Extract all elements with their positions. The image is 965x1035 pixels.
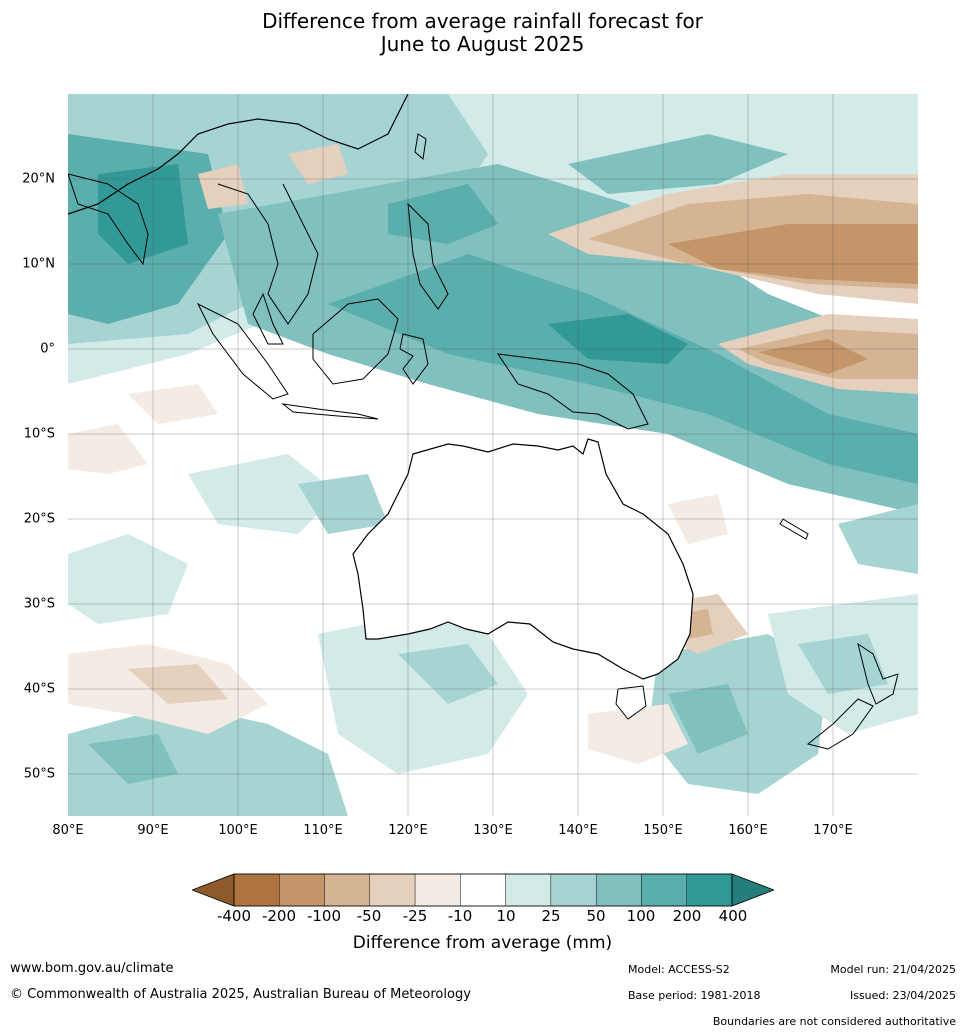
lon-label-150e: 150°E [643,823,683,838]
colorbar-label-200: 200 [672,907,702,925]
colorbar-title: Difference from average (mm) [352,933,613,953]
java-outline [281,403,379,420]
colorbar-label-400: 400 [718,907,748,925]
asia-coastline [68,94,409,215]
lon-label-130e: 130°E [473,823,513,838]
lon-label-90e: 90°E [137,823,169,838]
colorbar-frame [233,873,733,907]
lat-label-10s: 10°S [23,426,55,442]
colorbar-label-neg100: -100 [306,907,342,925]
colorbar-cell [233,873,280,907]
footer-url[interactable]: www.bom.gov.au/climate [10,961,174,976]
colorbar-label-neg50: -50 [356,907,382,925]
colorbar-label-10: 10 [496,907,516,925]
colorbar-label-neg10: -10 [447,907,473,925]
colorbar-cell [279,873,325,907]
lon-label-140e: 140°E [558,823,598,838]
colorbar [192,873,774,907]
lon-label-170e: 170°E [813,823,853,838]
philippines-outline [407,202,449,310]
footer-base-period: Base period: 1981-2018 [628,989,761,1002]
map-title: Difference from average rainfall forecas… [0,10,965,56]
colorbar-cell [505,873,552,907]
taiwan-outline [414,133,427,160]
footer-disclaimer: Boundaries are not considered authoritat… [712,1015,956,1028]
lat-label-0: 0° [40,341,55,357]
colorbar-cell [686,873,733,907]
sumatra-outline [196,302,289,400]
lat-label-40s: 40°S [23,681,55,697]
borneo-outline [312,298,399,385]
colorbar-arrow-right [731,873,774,907]
tasmania-outline [615,685,647,720]
colorbar-arrow-left [192,873,235,907]
lon-label-120e: 120°E [388,823,428,838]
lat-label-20n: 20°N [22,171,55,187]
colorbar-cell [595,873,642,907]
colorbar-cells [192,873,774,907]
malay-peninsula-outline [252,292,284,345]
new-guinea-outline [496,353,649,430]
footer-copyright: © Commonwealth of Australia 2025, Austra… [10,987,471,1002]
colorbar-label-25: 25 [541,907,561,925]
footer-issued: Issued: 23/04/2025 [849,989,956,1002]
australia-outline [352,438,694,680]
rainfall-anomaly-map [68,94,918,816]
title-line-1: Difference from average rainfall forecas… [262,9,703,33]
gridlines [68,94,918,816]
lat-label-30s: 30°S [23,596,55,612]
colorbar-label-neg25: -25 [402,907,428,925]
lon-label-110e: 110°E [303,823,343,838]
colorbar-cell [460,873,506,907]
colorbar-cell [369,873,416,907]
lon-label-160e: 160°E [728,823,768,838]
colorbar-label-neg200: -200 [261,907,297,925]
indochina-outline [217,183,319,325]
lon-label-100e: 100°E [218,823,258,838]
colorbar-label-100: 100 [626,907,656,925]
lon-label-80e: 80°E [52,823,84,838]
lat-label-20s: 20°S [23,511,55,527]
dry-anomaly-fields [68,144,918,764]
new-zealand-north-outline [857,642,899,705]
colorbar-label-50: 50 [586,907,606,925]
colorbar-cell [414,873,461,907]
lat-label-10n: 10°N [22,256,55,272]
new-caledonia-outline [779,518,809,540]
footer-model: Model: ACCESS-S2 [628,963,730,976]
footer-model-run: Model run: 21/04/2025 [830,963,956,976]
colorbar-cell [550,873,597,907]
colorbar-cell [641,873,687,907]
lat-label-50s: 50°S [23,766,55,782]
colorbar-label-neg400: -400 [216,907,252,925]
title-line-2: June to August 2025 [380,32,585,56]
colorbar-cell [324,873,371,907]
